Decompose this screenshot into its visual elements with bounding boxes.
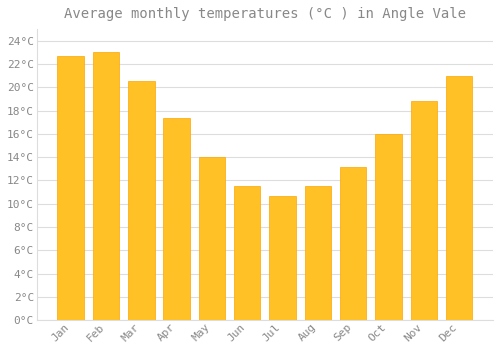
Bar [93, 52, 120, 320]
Bar [58, 56, 84, 320]
Bar [446, 76, 472, 320]
Bar [128, 82, 154, 320]
Bar [304, 186, 331, 320]
Title: Average monthly temperatures (°C ) in Angle Vale: Average monthly temperatures (°C ) in An… [64, 7, 466, 21]
Bar [234, 186, 260, 320]
Bar [410, 101, 437, 320]
Bar [340, 167, 366, 320]
Bar [164, 118, 190, 320]
Bar [270, 196, 296, 320]
Bar [375, 134, 402, 320]
Bar [198, 157, 225, 320]
